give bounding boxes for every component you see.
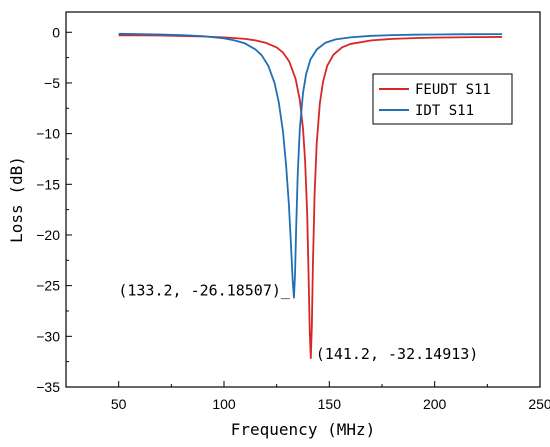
data-label-annotation: (141.2, -32.14913) [316, 345, 479, 363]
series-line-idt-s11 [118, 32, 503, 299]
x-tick-label: 250 [528, 396, 550, 412]
y-tick-label: 0 [52, 24, 60, 40]
y-tick-label: −15 [36, 176, 60, 192]
y-tick-label: −35 [36, 379, 60, 395]
x-tick-label: 50 [111, 396, 127, 412]
x-tick-label: 200 [423, 396, 447, 412]
series-line-feudt-s11 [118, 34, 503, 360]
y-tick-label: −5 [44, 75, 60, 91]
y-tick-label: −20 [36, 227, 60, 243]
legend-box [372, 73, 513, 125]
x-tick-label: 150 [318, 396, 342, 412]
legend-label: FEUDT S11 [415, 82, 491, 98]
y-tick-label: −10 [36, 126, 60, 142]
y-tick-label: −30 [36, 328, 60, 344]
y-tick-label: −25 [36, 278, 60, 294]
data-label-annotation: (133.2, -26.18507)_ [118, 282, 291, 300]
legend-label: IDT S11 [415, 103, 474, 119]
y-axis-label: Loss (dB) [7, 156, 26, 243]
x-axis-label: Frequency (MHz) [231, 420, 376, 439]
x-tick-label: 100 [212, 396, 236, 412]
plot-frame [65, 11, 541, 388]
